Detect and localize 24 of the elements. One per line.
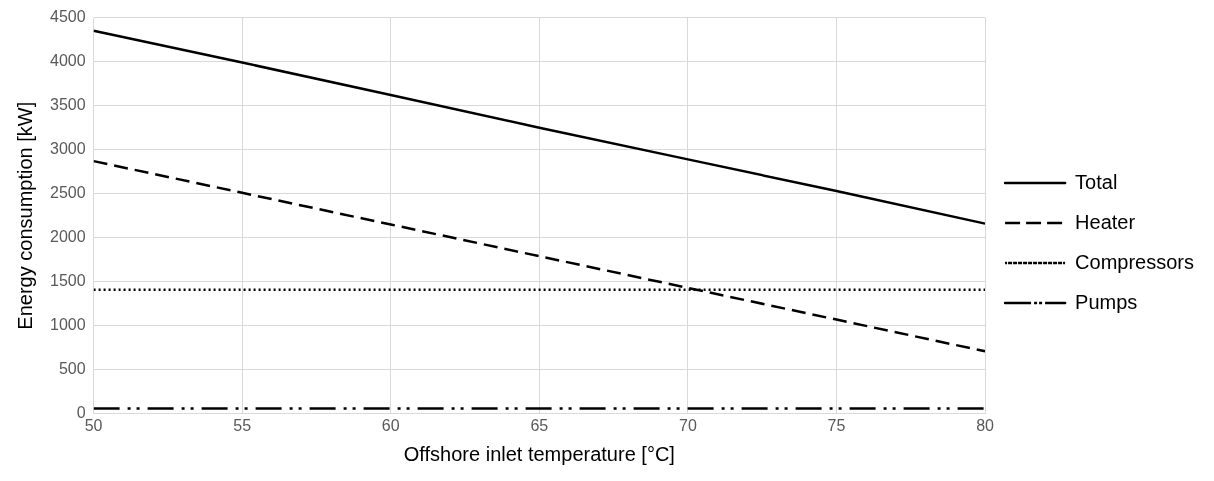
y-tick-label: 2000 bbox=[50, 228, 86, 246]
x-tick-label: 70 bbox=[679, 416, 697, 434]
x-tick-label: 60 bbox=[381, 416, 400, 434]
y-tick-label: 3500 bbox=[50, 96, 86, 114]
y-tick-label: 4500 bbox=[50, 8, 86, 26]
legend-label: Compressors bbox=[1075, 250, 1195, 273]
legend-label: Heater bbox=[1075, 210, 1136, 233]
y-tick-label: 2500 bbox=[50, 184, 86, 202]
x-tick-label: 55 bbox=[233, 416, 252, 434]
x-tick-label: 80 bbox=[976, 416, 995, 434]
line-series bbox=[93, 159, 986, 353]
y-tick-label: 3000 bbox=[50, 140, 86, 158]
x-tick-label: 50 bbox=[84, 416, 103, 434]
legend-label: Pumps bbox=[1075, 290, 1138, 313]
y-tick-label: 0 bbox=[76, 404, 86, 422]
y-axis-title: Energy consumption [kW] bbox=[13, 101, 36, 330]
y-tick-label: 500 bbox=[58, 360, 86, 378]
x-axis-title: Offshore inlet temperature [°C] bbox=[403, 442, 675, 465]
x-tick-label: 65 bbox=[530, 416, 549, 434]
legend-label: Total bbox=[1075, 170, 1118, 193]
y-tick-label: 1000 bbox=[50, 316, 86, 334]
x-tick-label: 75 bbox=[827, 416, 846, 434]
y-tick-label: 4000 bbox=[50, 52, 86, 70]
y-tick-label: 1500 bbox=[50, 272, 86, 290]
